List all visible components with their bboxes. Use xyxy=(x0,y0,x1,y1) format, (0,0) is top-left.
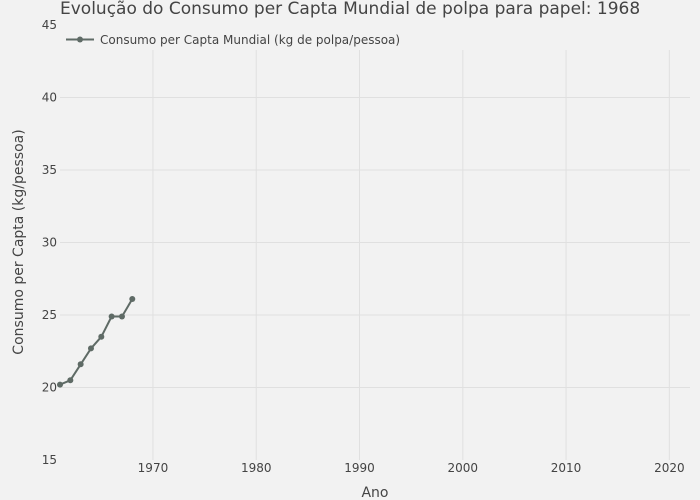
x-axis-label: Ano xyxy=(361,485,388,500)
legend-marker-swatch xyxy=(77,36,83,43)
y-tick-label: 35 xyxy=(42,163,57,177)
data-point[interactable] xyxy=(57,381,63,388)
y-tick-label: 20 xyxy=(42,381,57,395)
x-gridlines xyxy=(152,50,670,460)
x-tick-label: 2000 xyxy=(448,461,479,475)
y-tick-label: 15 xyxy=(42,453,57,467)
data-point[interactable] xyxy=(108,313,115,320)
y-tick-label: 30 xyxy=(42,236,57,250)
data-point[interactable] xyxy=(118,313,125,320)
data-point[interactable] xyxy=(129,296,136,303)
y-tick-label: 45 xyxy=(42,18,57,32)
y-axis-label: Consumo per Capta (kg/pessoa) xyxy=(11,129,27,354)
y-tick-label: 40 xyxy=(42,91,57,105)
series-layer xyxy=(57,296,136,388)
x-tick-label: 1970 xyxy=(138,461,169,475)
x-tick-label: 2010 xyxy=(551,461,582,475)
x-tick-label: 1980 xyxy=(241,461,272,475)
y-tick-labels: 15 20 25 30 35 40 45 xyxy=(42,18,57,467)
data-point[interactable] xyxy=(67,377,74,384)
x-tick-label: 1990 xyxy=(344,461,375,475)
data-point[interactable] xyxy=(98,333,105,340)
chart-title: Evolução do Consumo per Capta Mundial de… xyxy=(60,0,640,19)
legend[interactable]: Consumo per Capta Mundial (kg de polpa/p… xyxy=(66,33,400,47)
x-tick-label: 2020 xyxy=(654,461,685,475)
legend-item-label: Consumo per Capta Mundial (kg de polpa/p… xyxy=(100,33,400,47)
y-gridlines xyxy=(60,97,690,388)
data-point[interactable] xyxy=(77,361,84,368)
x-tick-labels: 1970 1980 1990 2000 2010 2020 xyxy=(138,461,685,475)
y-tick-label: 25 xyxy=(42,308,57,322)
data-point[interactable] xyxy=(87,345,94,352)
